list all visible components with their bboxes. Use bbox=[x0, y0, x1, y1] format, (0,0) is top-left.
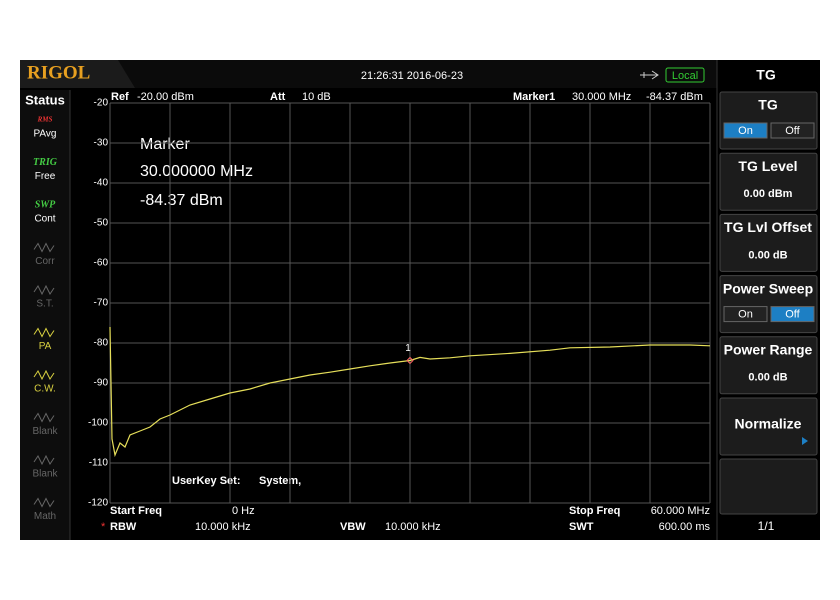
userkey-value: System, bbox=[259, 475, 301, 487]
menu-button-title: Power Sweep bbox=[723, 280, 813, 296]
start-label: Start Freq bbox=[110, 505, 162, 517]
datetime: 21:26:31 2016-06-23 bbox=[361, 70, 463, 82]
menu-option: On bbox=[738, 125, 753, 137]
swt: 600.00 ms bbox=[659, 521, 711, 533]
menu-button-title: TG Lvl Offset bbox=[724, 219, 812, 235]
ref: -20.00 dBm bbox=[137, 91, 194, 103]
status-top: TRIG bbox=[33, 157, 58, 168]
y-tick-label: -90 bbox=[94, 378, 109, 389]
menu-button-value: 0.00 dBm bbox=[744, 188, 793, 200]
status-icon bbox=[33, 327, 55, 338]
screen-bg bbox=[20, 60, 820, 540]
status-label: Corr bbox=[35, 256, 55, 267]
status-label: Blank bbox=[32, 426, 58, 437]
rbw-flag: * bbox=[101, 521, 106, 533]
marker-readout: 30.000000 MHz bbox=[140, 163, 253, 180]
menu-option: On bbox=[738, 309, 753, 321]
y-tick-label: -80 bbox=[94, 338, 109, 349]
y-tick-label: -120 bbox=[88, 498, 108, 509]
marker-readout: -84.37 dBm bbox=[140, 192, 223, 209]
ref-label: Ref bbox=[111, 91, 129, 103]
rbw: 10.000 kHz bbox=[195, 521, 251, 533]
status-panel bbox=[20, 90, 70, 540]
menu-option-bg bbox=[770, 306, 815, 323]
vbw: 10.000 kHz bbox=[385, 521, 441, 533]
menu-button bbox=[719, 213, 818, 272]
status-icon bbox=[33, 369, 55, 381]
marker-number: 1 bbox=[405, 343, 411, 354]
status-title: Status bbox=[25, 92, 65, 107]
menu-option: Off bbox=[785, 125, 800, 137]
menu-button bbox=[719, 397, 818, 456]
stop-label: Stop Freq bbox=[569, 505, 620, 517]
status-label: Math bbox=[34, 511, 56, 522]
status-label: S.T. bbox=[36, 299, 53, 310]
status-label: Free bbox=[35, 171, 56, 182]
trace bbox=[109, 326, 711, 458]
menu-button bbox=[719, 152, 818, 211]
status-label: C.W. bbox=[34, 384, 56, 395]
menu-title: TG bbox=[756, 67, 776, 83]
logo-bg bbox=[20, 60, 135, 88]
menu-button bbox=[719, 458, 818, 515]
menu-button-value: 0.00 dB bbox=[748, 249, 787, 261]
status-icon bbox=[33, 454, 55, 466]
swt-label: SWT bbox=[569, 521, 594, 533]
start: 0 Hz bbox=[232, 505, 255, 517]
menu-button bbox=[719, 336, 818, 395]
marker-label: Marker1 bbox=[513, 91, 555, 103]
rbw-label: RBW bbox=[110, 521, 137, 533]
menu-page: 1/1 bbox=[758, 519, 775, 533]
status-icon bbox=[33, 412, 55, 423]
marker-amp: -84.37 dBm bbox=[646, 91, 703, 103]
marker-readout: Marker bbox=[140, 136, 190, 153]
stop: 60.000 MHz bbox=[651, 505, 710, 517]
vbw-label: VBW bbox=[340, 521, 366, 533]
y-tick-label: -40 bbox=[94, 178, 109, 189]
menu-button-value: 0.00 dB bbox=[748, 372, 787, 384]
y-tick-label: -70 bbox=[94, 298, 109, 309]
mode: Local bbox=[672, 70, 698, 82]
y-tick-label: -50 bbox=[94, 218, 109, 229]
y-tick-label: -110 bbox=[89, 458, 109, 469]
menu-option-bg bbox=[770, 122, 815, 139]
status-label: Blank bbox=[32, 469, 58, 480]
status-label: PAvg bbox=[34, 129, 57, 140]
att-label: Att bbox=[270, 91, 286, 103]
top-bar bbox=[20, 60, 717, 88]
menu-arrow bbox=[802, 437, 808, 445]
status-top: SWP bbox=[35, 199, 56, 210]
userkey-label: UserKey Set: bbox=[172, 475, 240, 487]
menu-option: Off bbox=[785, 309, 800, 321]
y-tick-label: -20 bbox=[94, 98, 109, 109]
status-icon bbox=[33, 284, 55, 296]
status-top: RMS bbox=[37, 116, 53, 124]
menu-option-bg bbox=[723, 306, 768, 323]
marker-freq: 30.000 MHz bbox=[572, 91, 631, 103]
y-tick-label: -30 bbox=[94, 138, 109, 149]
status-icon bbox=[33, 497, 55, 508]
status-label: Cont bbox=[34, 214, 55, 225]
menu-button-title: TG bbox=[758, 97, 778, 113]
menu-button-title: Normalize bbox=[735, 416, 802, 432]
menu-button-title: Power Range bbox=[724, 342, 813, 358]
menu-button-title: TG Level bbox=[738, 158, 797, 174]
menu-option-bg bbox=[723, 122, 768, 139]
logo: RIGOL bbox=[27, 62, 90, 83]
att: 10 dB bbox=[302, 91, 331, 103]
marker-point bbox=[406, 356, 414, 365]
y-tick-label: -100 bbox=[88, 418, 108, 429]
status-icon bbox=[33, 242, 55, 253]
mode-box bbox=[665, 67, 705, 83]
status-label: PA bbox=[39, 341, 52, 352]
usb-icon bbox=[640, 70, 659, 80]
y-tick-label: -60 bbox=[94, 258, 109, 269]
